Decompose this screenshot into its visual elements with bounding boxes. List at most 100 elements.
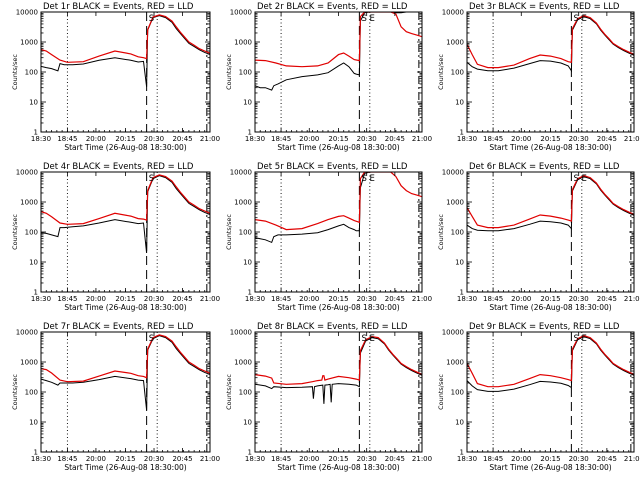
x-tick-label: 21:00 bbox=[412, 135, 432, 143]
x-tick-label: 18:30 bbox=[457, 295, 477, 303]
detector-panel-7: Det 7r BLACK = Events, RED = LLD S 1 10 100 1… bbox=[11, 322, 220, 472]
x-tick-label: 20:00 bbox=[86, 295, 106, 303]
event-marker-label: S bbox=[149, 14, 154, 24]
y-tick-label: 10 bbox=[243, 259, 252, 267]
events-series-line bbox=[41, 15, 210, 87]
plot-frame bbox=[40, 331, 211, 453]
y-tick-label: 1000 bbox=[234, 199, 252, 207]
events-series-line bbox=[255, 12, 422, 91]
x-tick-label: 21:00 bbox=[200, 135, 220, 143]
lld-series-line bbox=[41, 174, 210, 225]
lld-series-line bbox=[467, 15, 634, 69]
y-tick-label: 1000 bbox=[234, 39, 252, 47]
y-tick-label: 10 bbox=[29, 419, 38, 427]
x-axis-title: Start Time (26-Aug-08 18:30:00) bbox=[489, 143, 611, 152]
lld-series-line bbox=[255, 172, 422, 231]
x-tick-label: 20:30 bbox=[357, 295, 377, 303]
event-marker-label: S E bbox=[361, 334, 374, 344]
x-tick-label: 20:30 bbox=[569, 295, 589, 303]
panel-title: Det 1r BLACK = Events, RED = LLD bbox=[43, 2, 194, 12]
x-tick-label: 20:30 bbox=[144, 135, 164, 143]
y-tick-label: 10 bbox=[455, 259, 464, 267]
x-tick-label: 20:15 bbox=[115, 295, 135, 303]
x-tick-label: 20:30 bbox=[144, 455, 164, 463]
y-tick-label: 10000 bbox=[230, 329, 252, 337]
x-tick-label: 20:00 bbox=[299, 455, 319, 463]
x-tick-label: 18:45 bbox=[57, 295, 77, 303]
detector-panel-2: Det 2r BLACK = Events, RED = LLD S E 1 10 10… bbox=[225, 2, 432, 152]
detector-panel-1: Det 1r BLACK = Events, RED = LLD S 1 10 100 1… bbox=[11, 2, 220, 152]
y-axis-title: Counts/sec bbox=[11, 54, 19, 90]
events-series-line bbox=[467, 16, 634, 73]
x-tick-label: 20:30 bbox=[357, 135, 377, 143]
y-tick-label: 1000 bbox=[20, 199, 38, 207]
x-tick-label: 20:45 bbox=[597, 135, 617, 143]
x-tick-label: 20:00 bbox=[511, 295, 531, 303]
y-tick-label: 10000 bbox=[16, 169, 38, 177]
y-axis-title: Counts/sec bbox=[437, 54, 445, 90]
y-tick-label: 10000 bbox=[442, 169, 464, 177]
x-tick-label: 21:00 bbox=[624, 455, 640, 463]
detector-panel-5: Det 5r BLACK = Events, RED = LLD S E 1 10 10… bbox=[225, 162, 432, 312]
x-tick-label: 20:00 bbox=[511, 135, 531, 143]
plot-frame bbox=[254, 171, 423, 293]
y-tick-label: 100 bbox=[239, 69, 252, 77]
x-tick-label: 20:15 bbox=[115, 455, 135, 463]
y-tick-label: 10 bbox=[455, 99, 464, 107]
x-tick-label: 21:00 bbox=[412, 295, 432, 303]
x-tick-label: 20:00 bbox=[299, 295, 319, 303]
lld-series-line bbox=[255, 335, 422, 385]
plot-frame bbox=[466, 11, 635, 133]
x-axis-title: Start Time (26-Aug-08 18:30:00) bbox=[277, 303, 399, 312]
y-tick-label: 10000 bbox=[16, 329, 38, 337]
event-marker-label: S E bbox=[573, 174, 586, 184]
y-tick-label: 100 bbox=[451, 69, 464, 77]
y-tick-label: 1 bbox=[460, 289, 464, 297]
x-tick-label: 20:45 bbox=[597, 455, 617, 463]
panel-title: Det 6r BLACK = Events, RED = LLD bbox=[469, 162, 620, 172]
events-series-line bbox=[41, 175, 210, 254]
x-tick-label: 20:45 bbox=[172, 295, 192, 303]
lld-series-line bbox=[41, 334, 210, 383]
detector-panel-4: Det 4r BLACK = Events, RED = LLD S 1 10 100 1… bbox=[11, 162, 220, 312]
events-series-line bbox=[467, 336, 634, 392]
x-tick-label: 20:45 bbox=[385, 455, 405, 463]
y-tick-label: 1 bbox=[460, 129, 464, 137]
x-tick-label: 18:45 bbox=[57, 135, 77, 143]
y-tick-label: 100 bbox=[25, 229, 38, 237]
y-tick-label: 10 bbox=[29, 259, 38, 267]
plot-frame bbox=[466, 331, 635, 453]
panel-title: Det 8r BLACK = Events, RED = LLD bbox=[257, 322, 408, 332]
x-tick-label: 21:00 bbox=[200, 455, 220, 463]
y-axis-title: Counts/sec bbox=[225, 214, 233, 250]
x-axis-title: Start Time (26-Aug-08 18:30:00) bbox=[489, 463, 611, 472]
events-series-line bbox=[255, 337, 422, 404]
x-tick-label: 20:45 bbox=[172, 135, 192, 143]
x-tick-label: 20:30 bbox=[144, 295, 164, 303]
y-tick-label: 1 bbox=[34, 449, 38, 457]
x-axis-title: Start Time (26-Aug-08 18:30:00) bbox=[489, 303, 611, 312]
y-tick-label: 1000 bbox=[446, 39, 464, 47]
plot-frame bbox=[254, 11, 423, 133]
y-tick-label: 10000 bbox=[16, 9, 38, 17]
y-tick-label: 1 bbox=[460, 449, 464, 457]
detector-panel-8: Det 8r BLACK = Events, RED = LLD S E 1 10 10… bbox=[225, 322, 432, 472]
x-tick-label: 20:45 bbox=[172, 455, 192, 463]
x-tick-label: 18:45 bbox=[271, 295, 291, 303]
x-tick-label: 20:30 bbox=[569, 455, 589, 463]
y-tick-label: 100 bbox=[239, 229, 252, 237]
y-axis-title: Counts/sec bbox=[11, 374, 19, 410]
x-tick-label: 18:30 bbox=[245, 135, 265, 143]
y-tick-label: 1000 bbox=[20, 39, 38, 47]
y-tick-label: 100 bbox=[239, 389, 252, 397]
plot-frame bbox=[40, 171, 211, 293]
y-tick-label: 10 bbox=[243, 419, 252, 427]
x-tick-label: 18:45 bbox=[483, 455, 503, 463]
x-tick-label: 20:45 bbox=[385, 135, 405, 143]
event-marker-label: S E bbox=[573, 14, 586, 24]
event-marker-label: S bbox=[149, 334, 154, 344]
y-tick-label: 1000 bbox=[446, 199, 464, 207]
event-marker-label: S E bbox=[573, 334, 586, 344]
panel-title: Det 9r BLACK = Events, RED = LLD bbox=[469, 322, 620, 332]
x-tick-label: 18:30 bbox=[457, 455, 477, 463]
